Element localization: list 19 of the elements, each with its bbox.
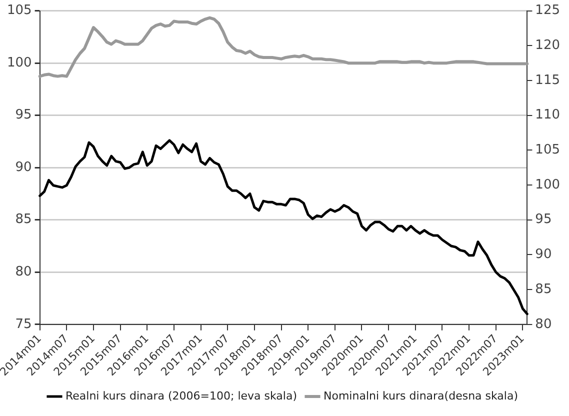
legend-label: Realni kurs dinara (2006=100; leva skala) bbox=[65, 389, 298, 402]
y-tick-label: 80 bbox=[15, 264, 32, 280]
y2-tick-label: 85 bbox=[535, 282, 552, 297]
y-tick-label: 90 bbox=[15, 160, 32, 175]
y2-tick-label: 80 bbox=[535, 316, 552, 332]
y-tick-label: 75 bbox=[15, 316, 32, 332]
y-tick-label: 100 bbox=[6, 55, 32, 70]
y2-tick-label: 90 bbox=[535, 247, 552, 262]
legend-label: Nominalni kurs dinara(desna skala) bbox=[324, 389, 518, 402]
y2-tick-label: 105 bbox=[535, 142, 560, 158]
y2-tick-label: 125 bbox=[535, 3, 560, 18]
y-tick-label: 95 bbox=[15, 108, 32, 123]
y2-tick-label: 100 bbox=[535, 177, 560, 192]
y2-tick-label: 95 bbox=[535, 212, 552, 228]
y-tick-label: 85 bbox=[15, 212, 32, 228]
y2-tick-label: 115 bbox=[535, 72, 560, 88]
y2-tick-label: 120 bbox=[535, 38, 560, 54]
y-tick-label: 105 bbox=[6, 3, 32, 18]
y2-tick-label: 110 bbox=[535, 108, 560, 123]
